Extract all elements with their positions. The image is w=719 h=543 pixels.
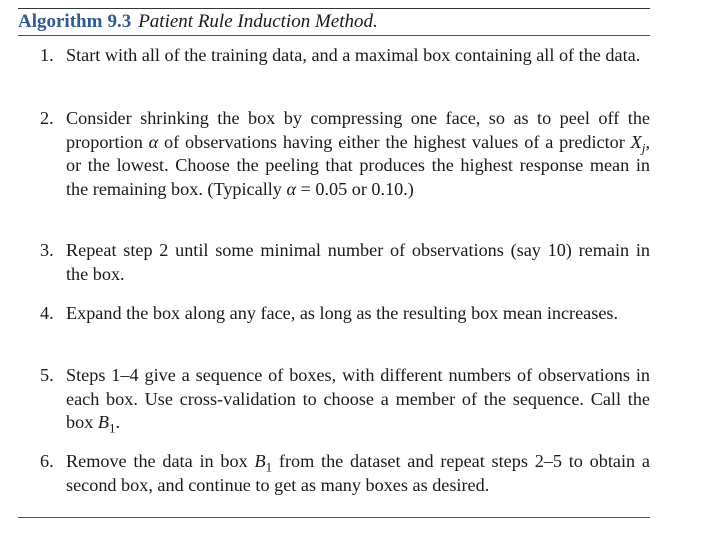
text-run: = 0.05 or 0.10.)	[296, 178, 414, 199]
math-symbol: α	[286, 178, 296, 199]
step-4: 4. Expand the box along any face, as lon…	[40, 302, 650, 326]
step-text: Remove the data in box B1 from the datas…	[66, 450, 650, 497]
step-text: Expand the box along any face, as long a…	[66, 302, 650, 326]
math-symbol: 1	[108, 420, 116, 436]
step-number: 6.	[40, 451, 54, 471]
step-number: 2.	[40, 108, 54, 128]
text-run: Steps 1–4 give a sequence of boxes, with…	[66, 365, 650, 432]
text-run: of observations having either the highes…	[158, 131, 631, 152]
text-run: Remove the data in box	[66, 451, 255, 471]
text-run: Consider shrinking the box by compressin…	[66, 108, 650, 152]
algorithm-block: Algorithm 9.3 Patient Rule Induction Met…	[18, 8, 650, 518]
step-1: 1. Start with all of the training data, …	[40, 44, 650, 68]
step-2: 2. Consider shrinking the box by compres…	[40, 107, 650, 201]
math-symbol: j	[641, 140, 646, 156]
header-rule	[18, 35, 650, 36]
text-run: from the dataset and repeat steps 2–5 to…	[66, 451, 650, 495]
algorithm-number: 9.3	[107, 11, 132, 32]
algorithm-title: Patient Rule Induction Method.	[138, 11, 378, 32]
step-text: Steps 1–4 give a sequence of boxes, with…	[66, 364, 650, 435]
math-symbol: B	[254, 451, 266, 471]
math-symbol: α	[148, 131, 159, 152]
algorithm-label: Algorithm	[18, 11, 103, 32]
step-6: 6. Remove the data in box B1 from the da…	[40, 450, 650, 497]
step-text: Repeat step 2 until some minimal number …	[66, 239, 650, 286]
math-symbol: 1	[265, 459, 273, 475]
step-3: 3. Repeat step 2 until some minimal numb…	[40, 239, 650, 286]
text-run: , or the lowest. Choose the peeling that…	[66, 131, 650, 199]
text-run: Repeat step 2 until some minimal number …	[66, 240, 650, 284]
step-text: Consider shrinking the box by compressin…	[66, 107, 650, 201]
step-number: 1.	[40, 45, 54, 65]
text-run: Expand the box along any face, as long a…	[66, 303, 619, 323]
step-number: 5.	[40, 365, 54, 385]
math-symbol: B	[97, 412, 109, 432]
algorithm-header: Algorithm 9.3 Patient Rule Induction Met…	[18, 9, 650, 35]
bottom-rule	[18, 517, 650, 518]
step-number: 3.	[40, 240, 54, 260]
text-run: Start with all of the training data, and…	[66, 45, 641, 65]
text-run: .	[115, 412, 121, 432]
step-number: 4.	[40, 303, 54, 323]
step-text: Start with all of the training data, and…	[66, 44, 650, 68]
step-5: 5. Steps 1–4 give a sequence of boxes, w…	[40, 364, 650, 435]
math-symbol: X	[630, 131, 642, 152]
top-rule	[18, 8, 650, 9]
